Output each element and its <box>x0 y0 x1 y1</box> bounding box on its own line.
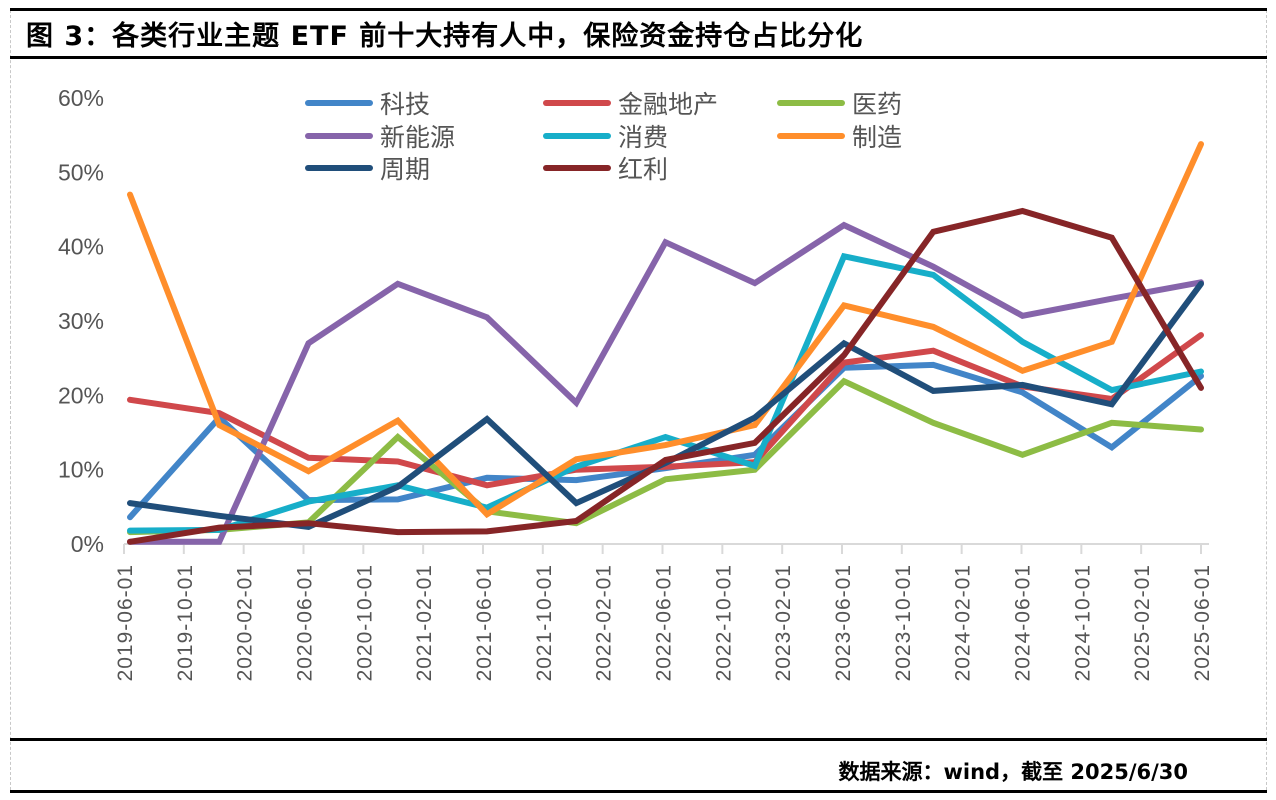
y-tick-label: 40% <box>58 234 104 260</box>
x-tick-label: 2023-10-01 <box>892 564 915 681</box>
x-tick-label: 2020-02-01 <box>234 564 257 681</box>
x-tick-label: 2021-02-01 <box>413 564 436 681</box>
legend-item: 金融地产 <box>543 90 718 119</box>
bottom-rule <box>10 790 1267 793</box>
x-tick-label: 2025-02-01 <box>1131 564 1154 681</box>
x-tick-label: 2020-06-01 <box>294 564 317 681</box>
source-rule <box>10 738 1267 741</box>
legend-item: 消费 <box>543 123 668 152</box>
legend-label: 消费 <box>618 123 668 152</box>
top-rule <box>10 8 1267 11</box>
series-layer <box>127 141 1204 545</box>
legend-item: 制造 <box>777 123 902 152</box>
legend-label: 医药 <box>852 90 902 119</box>
x-tick-label: 2020-10-01 <box>353 564 376 681</box>
legend-item: 周期 <box>305 155 430 184</box>
y-tick-label: 20% <box>58 382 104 408</box>
legend-label: 新能源 <box>380 123 455 152</box>
legend-item: 医药 <box>777 90 902 119</box>
y-tick-label: 0% <box>71 531 104 557</box>
legend-label: 金融地产 <box>618 90 718 119</box>
x-axis: 2019-06-01 2019-10-01 2020-02-01 2020-06-01… <box>114 543 1214 681</box>
y-tick-label: 60% <box>58 85 104 111</box>
x-tick-label: 2021-10-01 <box>533 564 556 681</box>
y-axis: 0% 10% 20% 30% 40% 50% 60% <box>58 85 104 557</box>
frame-right-border <box>1266 10 1267 790</box>
y-tick-label: 10% <box>58 457 104 483</box>
x-tick-label: 2025-06-01 <box>1191 564 1214 681</box>
x-tick-label: 2022-06-01 <box>653 564 676 681</box>
legend-label: 制造 <box>852 123 902 152</box>
y-tick-label: 50% <box>58 159 104 185</box>
legend-item: 新能源 <box>305 123 455 152</box>
series-line-消费 <box>127 252 1204 534</box>
x-tick-label: 2024-02-01 <box>952 564 975 681</box>
y-tick-label: 30% <box>58 308 104 334</box>
legend-label: 科技 <box>380 90 430 119</box>
data-source-note: 数据来源：wind，截至 2025/6/30 <box>838 760 1188 784</box>
x-tick-label: 2021-06-01 <box>473 564 496 681</box>
x-tick-label: 2019-10-01 <box>174 564 197 681</box>
frame-left-border <box>10 10 11 790</box>
figure-title: 图 3：各类行业主题 ETF 前十大持有人中，保险资金持仓占比分化 <box>26 21 864 52</box>
series-line-新能源 <box>127 221 1204 545</box>
legend-label: 周期 <box>380 155 430 184</box>
x-tick-label: 2019-06-01 <box>114 564 137 681</box>
x-tick-label: 2023-02-01 <box>772 564 795 681</box>
x-tick-label: 2022-02-01 <box>593 564 616 681</box>
x-tick-label: 2022-10-01 <box>712 564 735 681</box>
x-tick-label: 2024-06-01 <box>1012 564 1035 681</box>
x-tick-label: 2024-10-01 <box>1071 564 1094 681</box>
title-rule <box>10 56 1267 59</box>
legend-item: 红利 <box>543 155 668 184</box>
x-tick-label: 2023-06-01 <box>832 564 855 681</box>
legend-item: 科技 <box>305 90 430 119</box>
legend-label: 红利 <box>618 155 668 184</box>
